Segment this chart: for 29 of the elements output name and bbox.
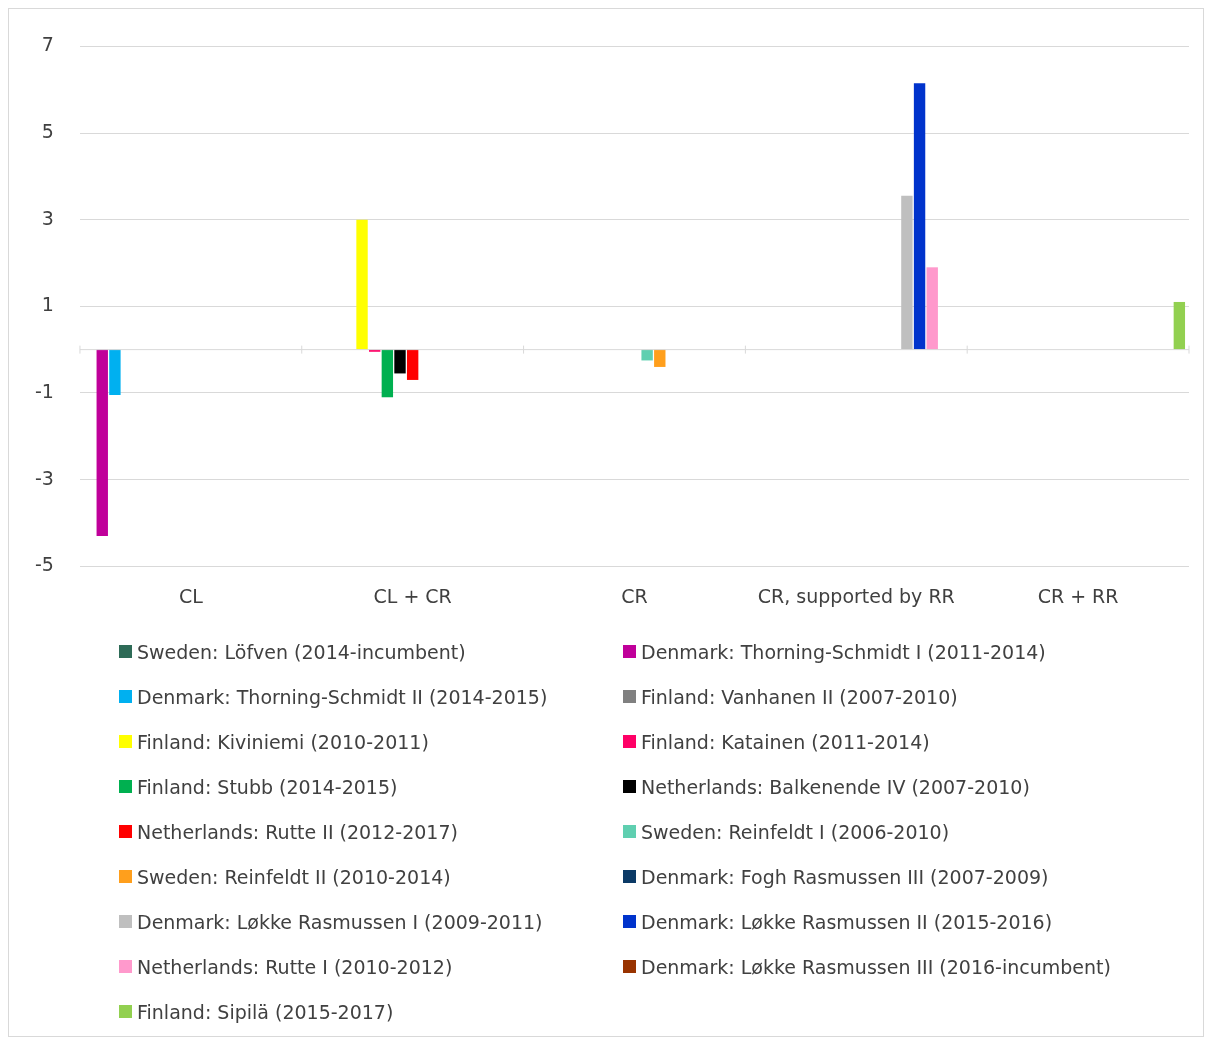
legend-label: Denmark: Løkke Rasmussen III (2016-incumbent) — [641, 955, 1111, 978]
y-tick-label: 5 — [41, 119, 54, 142]
legend-label: Denmark: Thorning-Schmidt I (2011-2014) — [641, 640, 1046, 663]
y-tick-label: -5 — [34, 553, 54, 576]
x-tick-label: CL + CR — [373, 584, 452, 607]
y-tick-label: -3 — [34, 466, 54, 489]
legend-label: Netherlands: Balkenende IV (2007-2010) — [641, 775, 1030, 798]
legend-label: Denmark: Løkke Rasmussen II (2015-2016) — [641, 910, 1053, 933]
legend-label: Denmark: Løkke Rasmussen I (2009-2011) — [137, 910, 543, 933]
x-tick-label: CR — [621, 584, 648, 607]
legend-label: Denmark: Fogh Rasmussen III (2007-2009) — [641, 865, 1049, 888]
y-tick-label: -1 — [34, 379, 54, 402]
legend-label: Finland: Vanhanen II (2007-2010) — [641, 685, 958, 708]
x-tick-label: CL — [178, 584, 204, 607]
x-tick-label: CR + RR — [1037, 584, 1119, 607]
legend-label: Netherlands: Rutte I (2010-2012) — [137, 955, 453, 978]
legend-label: Netherlands: Rutte II (2012-2017) — [137, 820, 458, 843]
x-tick-label: CR, supported by RR — [757, 584, 955, 607]
legend-label: Sweden: Reinfeldt I (2006-2010) — [641, 820, 950, 843]
legend-label: Finland: Sipilä (2015-2017) — [137, 1000, 394, 1023]
legend-label: Sweden: Reinfeldt II (2010-2014) — [137, 865, 451, 888]
y-tick-label: 1 — [41, 293, 54, 316]
legend-label: Finland: Kiviniemi (2010-2011) — [137, 730, 429, 753]
y-tick-label: 7 — [41, 33, 54, 56]
legend-label: Finland: Katainen (2011-2014) — [641, 730, 930, 753]
y-tick-label: 3 — [41, 206, 54, 229]
legend-label: Sweden: Löfven (2014-incumbent) — [137, 640, 466, 663]
legend-label: Finland: Stubb (2014-2015) — [137, 775, 398, 798]
legend-label: Denmark: Thorning-Schmidt II (2014-2015) — [137, 685, 548, 708]
